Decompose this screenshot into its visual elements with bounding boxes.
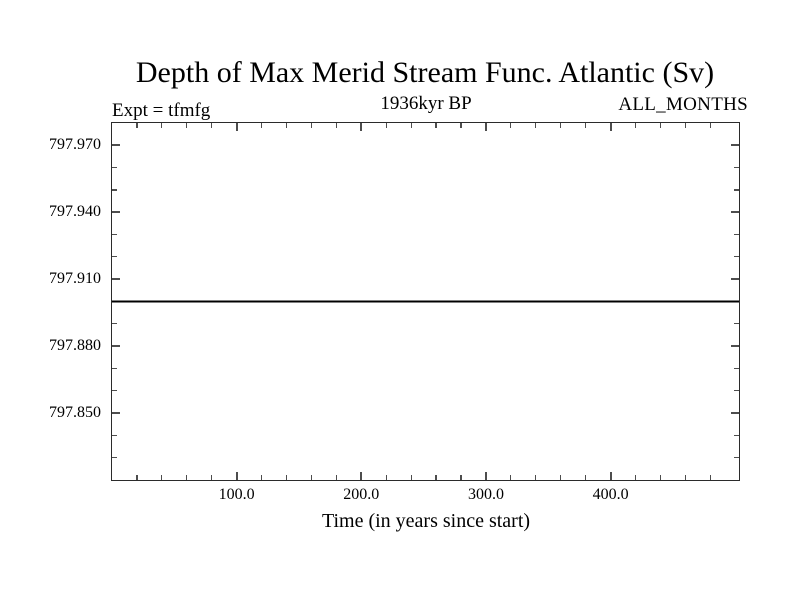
- x-major-tick-top: [235, 123, 238, 131]
- x-minor-tick: [510, 475, 512, 480]
- x-tick-label: 300.0: [467, 486, 504, 503]
- x-tick-label: 400.0: [592, 486, 629, 503]
- plot-area: [111, 122, 740, 481]
- y-major-tick-right: [731, 211, 739, 214]
- y-minor-tick-right: [734, 233, 739, 236]
- x-tick-label: 100.0: [218, 486, 255, 503]
- time-bp-label: 1936kyr BP: [380, 93, 472, 114]
- months-label: ALL_MONTHS: [618, 94, 748, 115]
- x-minor-tick-top: [186, 123, 188, 128]
- y-minor-tick-right: [734, 167, 739, 169]
- x-minor-tick-top: [585, 123, 587, 128]
- x-minor-tick-top: [684, 123, 686, 128]
- x-minor-tick: [211, 475, 213, 480]
- x-minor-tick: [285, 475, 288, 480]
- x-major-tick: [360, 472, 363, 480]
- x-tick-label: 200.0: [343, 486, 380, 503]
- x-minor-tick-top: [659, 123, 662, 128]
- y-major-tick-right: [731, 144, 739, 147]
- x-minor-tick-top: [211, 123, 213, 128]
- x-minor-tick: [585, 475, 587, 480]
- chart-title: Depth of Max Merid Stream Func. Atlantic…: [135, 56, 715, 89]
- x-minor-tick: [659, 475, 662, 480]
- x-minor-tick: [435, 475, 437, 480]
- y-major-tick-right: [731, 278, 739, 281]
- x-minor-tick-top: [435, 123, 437, 128]
- experiment-label: Expt = tfmfg: [112, 100, 211, 121]
- y-minor-tick-right: [734, 434, 739, 436]
- y-major-tick: [112, 412, 120, 415]
- x-major-tick-top: [360, 123, 363, 131]
- y-tick-label: 797.850: [49, 404, 101, 422]
- y-major-tick: [112, 211, 120, 214]
- x-minor-tick-top: [385, 123, 387, 128]
- y-tick-label: 797.940: [49, 203, 101, 221]
- x-minor-tick: [310, 475, 313, 480]
- x-minor-tick: [161, 475, 163, 480]
- x-minor-tick-top: [634, 123, 637, 128]
- y-minor-tick: [112, 367, 117, 370]
- x-major-tick-top: [609, 123, 612, 131]
- x-minor-tick-top: [510, 123, 512, 128]
- x-major-tick: [609, 472, 612, 480]
- y-major-tick: [112, 345, 120, 348]
- x-minor-tick: [260, 475, 263, 480]
- y-minor-tick-right: [734, 189, 739, 191]
- y-minor-tick: [112, 390, 117, 392]
- y-major-tick: [112, 278, 120, 281]
- x-major-tick: [235, 472, 238, 480]
- y-major-tick: [112, 144, 120, 147]
- x-minor-tick-top: [260, 123, 263, 128]
- x-minor-tick-top: [460, 123, 462, 128]
- y-minor-tick: [112, 167, 117, 169]
- x-minor-tick: [460, 475, 462, 480]
- x-minor-tick-top: [285, 123, 288, 128]
- y-tick-label: 797.880: [49, 337, 101, 355]
- y-minor-tick: [112, 434, 117, 436]
- y-tick-label: 797.970: [49, 136, 101, 154]
- x-minor-tick: [385, 475, 387, 480]
- y-minor-tick: [112, 457, 117, 459]
- y-major-tick-right: [731, 412, 739, 415]
- y-minor-tick: [112, 233, 117, 236]
- x-minor-tick-top: [161, 123, 163, 128]
- x-minor-tick: [535, 475, 537, 480]
- x-minor-tick: [186, 475, 188, 480]
- y-minor-tick-right: [734, 367, 739, 370]
- x-minor-tick-top: [560, 123, 562, 128]
- x-minor-tick-top: [310, 123, 313, 128]
- y-minor-tick-right: [734, 390, 739, 392]
- x-minor-tick-top: [410, 123, 412, 128]
- x-minor-tick: [684, 475, 686, 480]
- data-line-layer: [112, 300, 739, 303]
- x-minor-tick: [136, 475, 138, 480]
- x-minor-tick-top: [136, 123, 138, 128]
- x-major-tick: [484, 472, 487, 480]
- x-axis-title: Time (in years since start): [321, 510, 531, 532]
- x-minor-tick: [709, 475, 711, 480]
- y-minor-tick: [112, 323, 117, 325]
- y-minor-tick-right: [734, 323, 739, 325]
- x-minor-tick: [634, 475, 637, 480]
- x-minor-tick: [335, 475, 337, 480]
- x-minor-tick-top: [709, 123, 711, 128]
- y-minor-tick-right: [734, 256, 739, 258]
- x-minor-tick-top: [335, 123, 337, 128]
- x-major-tick-top: [484, 123, 487, 131]
- y-major-tick-right: [731, 345, 739, 348]
- x-minor-tick-top: [535, 123, 537, 128]
- y-minor-tick: [112, 256, 117, 258]
- x-minor-tick: [410, 475, 412, 480]
- y-minor-tick-right: [734, 457, 739, 459]
- y-minor-tick: [112, 189, 117, 191]
- y-tick-label: 797.910: [49, 270, 101, 288]
- x-minor-tick: [560, 475, 562, 480]
